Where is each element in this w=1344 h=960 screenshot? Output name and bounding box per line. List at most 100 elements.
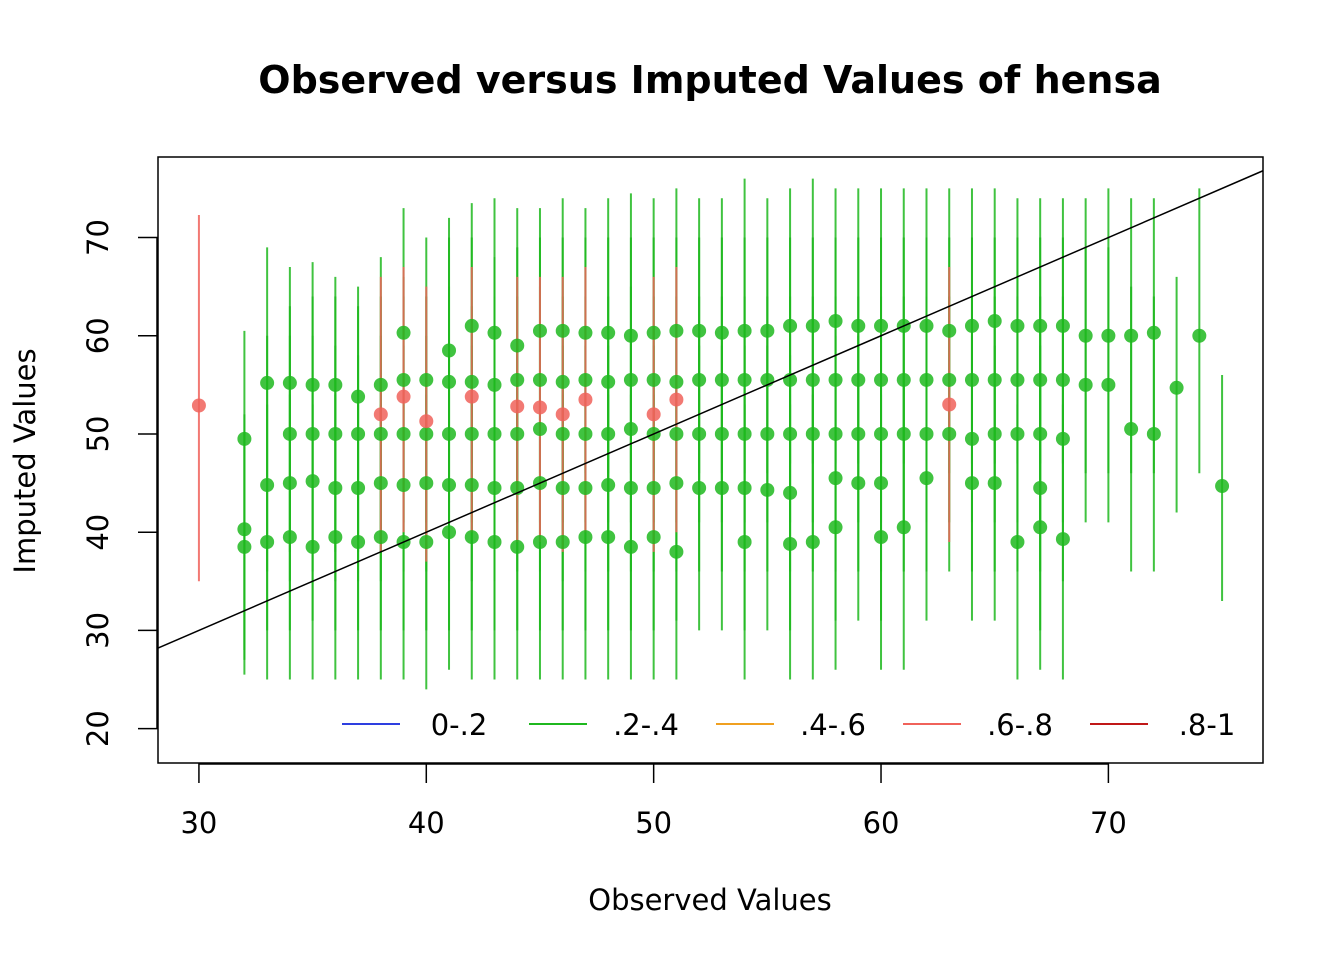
x-tick-label: 70	[1090, 806, 1127, 840]
legend-label: .6-.8	[987, 708, 1053, 742]
data-point	[783, 485, 798, 500]
data-point	[692, 323, 707, 338]
y-tick-label: 50	[81, 416, 115, 453]
data-point	[419, 535, 434, 550]
data-point	[487, 535, 502, 550]
data-point	[942, 323, 957, 338]
data-point	[305, 377, 320, 392]
data-point	[260, 535, 275, 550]
data-point	[692, 426, 707, 441]
data-point	[1192, 328, 1207, 343]
data-point	[714, 426, 729, 441]
data-point	[578, 426, 593, 441]
data-point	[396, 325, 411, 340]
data-point	[419, 476, 434, 491]
data-point	[760, 482, 775, 497]
data-point	[919, 426, 934, 441]
data-point	[1033, 372, 1048, 387]
x-tick-label: 50	[635, 806, 672, 840]
data-point	[373, 407, 388, 422]
data-point	[874, 530, 889, 545]
data-point	[714, 372, 729, 387]
data-point	[555, 480, 570, 495]
data-point	[305, 426, 320, 441]
data-point	[419, 414, 434, 429]
data-point	[851, 318, 866, 333]
x-axis-label: Observed Values	[588, 883, 831, 917]
data-point	[419, 426, 434, 441]
chart-title: Observed versus Imputed Values of hensa	[258, 58, 1161, 102]
data-point	[646, 325, 661, 340]
y-tick-label: 30	[81, 612, 115, 649]
data-point	[1055, 532, 1070, 547]
data-point	[669, 374, 684, 389]
data-point	[783, 318, 798, 333]
x-tick-label: 60	[863, 806, 900, 840]
data-point	[964, 431, 979, 446]
plot-content	[158, 170, 1263, 690]
data-point	[487, 377, 502, 392]
data-point	[601, 478, 616, 493]
x-tick-label: 40	[408, 806, 445, 840]
data-point	[896, 520, 911, 535]
data-point	[805, 535, 820, 550]
data-point	[783, 536, 798, 551]
data-point	[464, 389, 479, 404]
data-point	[987, 426, 1002, 441]
data-point	[1033, 520, 1048, 535]
data-point	[555, 374, 570, 389]
data-point	[282, 375, 297, 390]
data-point	[1169, 380, 1184, 395]
data-point	[919, 318, 934, 333]
data-point	[1033, 318, 1048, 333]
data-point	[828, 520, 843, 535]
data-point	[919, 471, 934, 486]
data-point	[328, 426, 343, 441]
identity-reference-line	[158, 170, 1263, 649]
data-point	[669, 392, 684, 407]
data-point	[623, 328, 638, 343]
data-point	[373, 377, 388, 392]
data-point	[464, 530, 479, 545]
data-point	[828, 372, 843, 387]
legend-label: .4-.6	[800, 708, 866, 742]
data-point	[510, 399, 525, 414]
x-tick-label: 30	[180, 806, 217, 840]
data-point	[692, 480, 707, 495]
data-point	[714, 325, 729, 340]
data-point	[442, 343, 457, 358]
data-point	[737, 535, 752, 550]
data-point	[373, 530, 388, 545]
data-point	[237, 539, 252, 554]
data-point	[851, 372, 866, 387]
data-point	[942, 426, 957, 441]
data-point	[351, 535, 366, 550]
data-point	[851, 426, 866, 441]
legend-label: 0-.2	[431, 708, 488, 742]
data-point	[464, 374, 479, 389]
data-point	[351, 389, 366, 404]
data-point	[578, 480, 593, 495]
data-point	[282, 426, 297, 441]
data-point	[351, 480, 366, 495]
data-point	[964, 476, 979, 491]
data-point	[874, 426, 889, 441]
data-point	[328, 480, 343, 495]
data-point	[828, 426, 843, 441]
data-point	[1010, 318, 1025, 333]
data-point	[987, 476, 1002, 491]
data-point	[714, 480, 729, 495]
data-point	[237, 431, 252, 446]
data-point	[1010, 426, 1025, 441]
data-point	[601, 426, 616, 441]
data-point	[282, 476, 297, 491]
data-point	[669, 426, 684, 441]
data-point	[760, 426, 775, 441]
data-point	[601, 374, 616, 389]
data-point	[1055, 372, 1070, 387]
data-point	[532, 323, 547, 338]
data-point	[305, 539, 320, 554]
data-point	[1033, 426, 1048, 441]
data-point	[646, 530, 661, 545]
data-point	[1124, 422, 1139, 437]
